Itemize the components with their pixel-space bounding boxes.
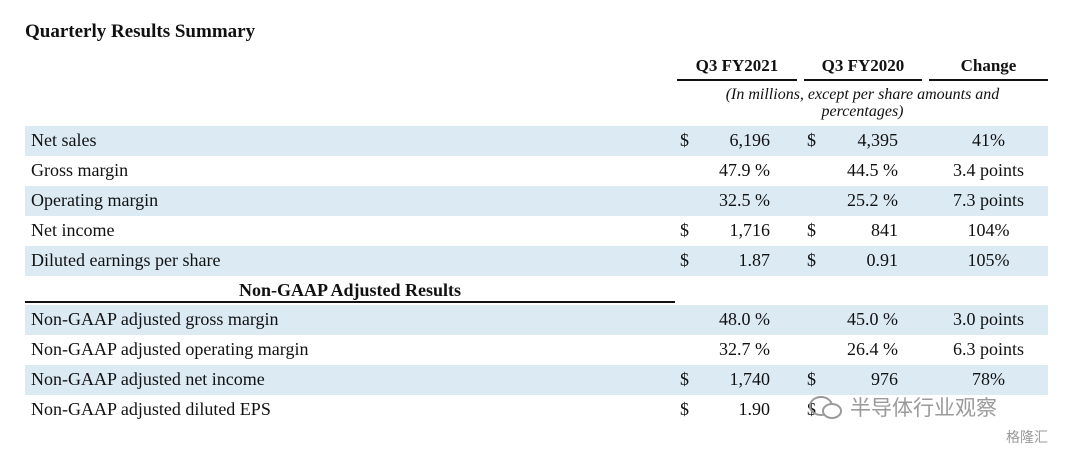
row-label: Operating margin bbox=[31, 190, 159, 210]
row-label: Non-GAAP adjusted net income bbox=[31, 369, 265, 389]
row-label: Non-GAAP adjusted operating margin bbox=[31, 339, 309, 359]
value-change: 41% bbox=[972, 130, 1005, 150]
value-fy2021: 1,740 bbox=[729, 369, 771, 389]
wechat-icon bbox=[809, 396, 842, 419]
section-heading-non-gaap: Non-GAAP Adjusted Results bbox=[25, 276, 675, 303]
value-fy2021: 47.9 % bbox=[719, 160, 770, 180]
row-label: Diluted earnings per share bbox=[31, 250, 221, 270]
units-note: (In millions, except per share amounts a… bbox=[725, 86, 1000, 120]
value-fy2020: 0.91 bbox=[866, 250, 899, 270]
value-change: 6.3 points bbox=[952, 339, 1024, 359]
table-row: Non-GAAP adjusted net income $ 1,740 $ 9… bbox=[25, 365, 1048, 395]
value-change: 3.0 points bbox=[952, 309, 1024, 329]
value-fy2020: 25.2 % bbox=[847, 190, 898, 210]
row-label: Non-GAAP adjusted gross margin bbox=[31, 309, 279, 329]
row-label: Non-GAAP adjusted diluted EPS bbox=[31, 399, 271, 419]
value-fy2020: 4,395 bbox=[857, 130, 899, 150]
row-label: Net sales bbox=[31, 130, 97, 150]
table-row: Net income $ 1,716 $ 841 104% bbox=[25, 216, 1048, 246]
value-fy2021: 1.90 bbox=[738, 399, 771, 419]
value-fy2021: 32.5 % bbox=[719, 190, 770, 210]
table-row: Non-GAAP adjusted gross margin 48.0 % 45… bbox=[25, 305, 1048, 335]
value-fy2020: 841 bbox=[871, 220, 898, 240]
value-fy2021: 6,196 bbox=[729, 130, 771, 150]
table-row: Non-GAAP adjusted operating margin 32.7 … bbox=[25, 335, 1048, 365]
value-change: 105% bbox=[967, 250, 1010, 270]
currency-symbol: $ bbox=[680, 220, 689, 240]
value-fy2020: 44.5 % bbox=[847, 160, 898, 180]
column-header-change: Change bbox=[929, 56, 1048, 81]
column-header-q3-fy2021: Q3 FY2021 bbox=[677, 56, 797, 81]
watermark-logo-text: 格隆汇 bbox=[1006, 430, 1048, 446]
value-fy2021: 1,716 bbox=[729, 220, 771, 240]
row-label: Gross margin bbox=[31, 160, 129, 180]
table-row: Diluted earnings per share $ 1.87 $ 0.91… bbox=[25, 246, 1048, 276]
currency-symbol: $ bbox=[680, 250, 689, 270]
table-row: Operating margin 32.5 % 25.2 % 7.3 point… bbox=[25, 186, 1048, 216]
currency-symbol: $ bbox=[807, 250, 816, 270]
currency-symbol: $ bbox=[807, 220, 816, 240]
currency-symbol: $ bbox=[807, 369, 816, 389]
table-row: Net sales $ 6,196 $ 4,395 41% bbox=[25, 126, 1048, 156]
watermark-text: 半导体行业观察 bbox=[850, 396, 997, 420]
table-row: Gross margin 47.9 % 44.5 % 3.4 points bbox=[25, 156, 1048, 186]
column-header-q3-fy2020: Q3 FY2020 bbox=[804, 56, 922, 81]
currency-symbol: $ bbox=[680, 399, 689, 419]
value-change: 3.4 points bbox=[952, 160, 1024, 180]
currency-symbol: $ bbox=[807, 130, 816, 150]
value-fy2021: 1.87 bbox=[738, 250, 771, 270]
value-change: 78% bbox=[972, 369, 1005, 389]
value-change: 104% bbox=[967, 220, 1010, 240]
value-fy2020: 976 bbox=[871, 369, 898, 389]
currency-symbol: $ bbox=[680, 130, 689, 150]
currency-symbol: $ bbox=[680, 369, 689, 389]
value-fy2021: 48.0 % bbox=[719, 309, 770, 329]
page-title: Quarterly Results Summary bbox=[25, 21, 256, 42]
value-fy2020: 26.4 % bbox=[847, 339, 898, 359]
row-label: Net income bbox=[31, 220, 115, 240]
value-fy2021: 32.7 % bbox=[719, 339, 770, 359]
value-change: 7.3 points bbox=[952, 190, 1024, 210]
value-fy2020: 45.0 % bbox=[847, 309, 898, 329]
